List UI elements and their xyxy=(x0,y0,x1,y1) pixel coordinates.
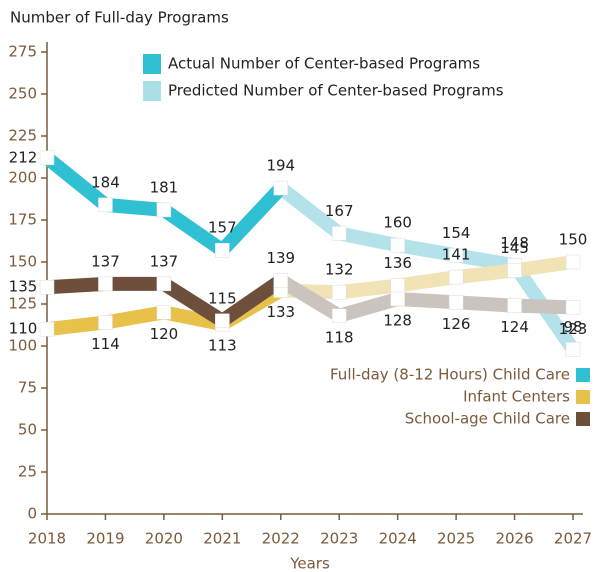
legend-label: Actual Number of Center-based Programs xyxy=(168,55,480,73)
data-label: 135 xyxy=(9,278,38,296)
data-label: 145 xyxy=(500,239,529,257)
data-label: 212 xyxy=(9,148,38,166)
data-label: 120 xyxy=(150,325,179,343)
data-label: 118 xyxy=(325,328,354,346)
marker xyxy=(39,279,55,295)
data-label: 123 xyxy=(559,320,588,338)
legend-swatch xyxy=(143,81,161,101)
legend-label: Infant Centers xyxy=(463,388,570,406)
data-label: 126 xyxy=(442,315,471,333)
x-tick-label: 2025 xyxy=(437,530,475,548)
data-label: 98 xyxy=(563,318,582,336)
data-label: 154 xyxy=(442,224,471,242)
marker xyxy=(331,226,347,241)
data-label: 132 xyxy=(325,261,354,279)
x-tick-label: 2026 xyxy=(495,530,533,548)
marker xyxy=(390,291,405,307)
marker xyxy=(273,273,289,288)
x-tick-label: 2018 xyxy=(28,530,66,548)
data-label: 157 xyxy=(208,219,237,237)
data-label: 167 xyxy=(325,202,354,220)
x-axis-label: Years xyxy=(289,555,330,572)
x-tick-label: 2024 xyxy=(379,530,417,548)
marker xyxy=(39,321,55,337)
x-tick-label: 2023 xyxy=(320,530,358,548)
y-tick-label: 200 xyxy=(8,169,37,187)
data-label: 114 xyxy=(91,335,120,353)
marker xyxy=(331,284,347,300)
marker xyxy=(448,295,464,310)
data-label: 110 xyxy=(9,320,38,338)
y-tick-label: 75 xyxy=(18,379,37,397)
x-tick-label: 2027 xyxy=(554,530,592,548)
data-label: 150 xyxy=(559,231,588,249)
y-tick-label: 125 xyxy=(8,295,37,313)
y-tick-label: 100 xyxy=(8,337,37,355)
marker xyxy=(565,254,581,270)
marker xyxy=(156,202,172,218)
data-label: 115 xyxy=(208,289,237,307)
data-label: 133 xyxy=(266,303,295,321)
marker xyxy=(98,197,113,213)
data-label: 137 xyxy=(91,252,120,270)
y-tick-label: 175 xyxy=(8,211,37,229)
marker xyxy=(215,242,230,258)
y-tick-label: 250 xyxy=(8,85,37,103)
marker xyxy=(507,298,522,313)
y-tick-label: 275 xyxy=(8,43,37,61)
legend-swatch xyxy=(576,390,590,404)
legend-swatch xyxy=(143,54,161,74)
marker xyxy=(448,248,464,263)
marker xyxy=(156,305,172,320)
marker xyxy=(98,276,113,292)
marker xyxy=(331,308,347,324)
marker xyxy=(273,180,289,196)
y-tick-label: 50 xyxy=(18,421,37,439)
data-label: 148 xyxy=(500,234,529,252)
marker xyxy=(39,150,55,166)
marker xyxy=(565,342,581,357)
data-label: 181 xyxy=(150,178,179,196)
marker xyxy=(156,276,172,292)
data-label: 139 xyxy=(266,249,295,267)
data-label: 160 xyxy=(383,214,412,232)
y-tick-label: 0 xyxy=(27,505,37,523)
data-label: 141 xyxy=(442,246,471,264)
x-tick-label: 2019 xyxy=(86,530,124,548)
y-tick-label: 25 xyxy=(18,463,37,481)
chart-title: Number of Full-day Programs xyxy=(10,9,229,27)
legend-label: Full-day (8-12 Hours) Child Care xyxy=(330,366,570,384)
x-tick-label: 2021 xyxy=(203,530,241,548)
forecast-line xyxy=(273,255,580,300)
legend-swatch xyxy=(576,412,590,426)
data-label: 184 xyxy=(91,173,120,191)
y-tick-label: 150 xyxy=(8,253,37,271)
data-label: 128 xyxy=(383,311,412,329)
data-label: 137 xyxy=(150,252,179,270)
marker xyxy=(390,278,405,293)
data-label: 124 xyxy=(500,318,529,336)
data-label: 136 xyxy=(383,254,412,272)
legend-label: Predicted Number of Center-based Program… xyxy=(168,82,504,100)
forecast-line xyxy=(273,181,580,357)
data-label: 194 xyxy=(266,157,295,175)
marker xyxy=(507,263,522,278)
marker xyxy=(215,313,230,329)
marker xyxy=(390,237,405,253)
data-label: 113 xyxy=(208,337,237,355)
legend-swatch xyxy=(576,368,590,382)
legend-label: School-age Child Care xyxy=(405,410,570,428)
marker xyxy=(448,269,464,285)
marker xyxy=(98,315,113,330)
marker xyxy=(565,300,581,315)
y-tick-label: 225 xyxy=(8,127,37,145)
x-tick-label: 2020 xyxy=(145,530,183,548)
forecast-line xyxy=(273,273,580,323)
x-tick-label: 2022 xyxy=(262,530,300,548)
